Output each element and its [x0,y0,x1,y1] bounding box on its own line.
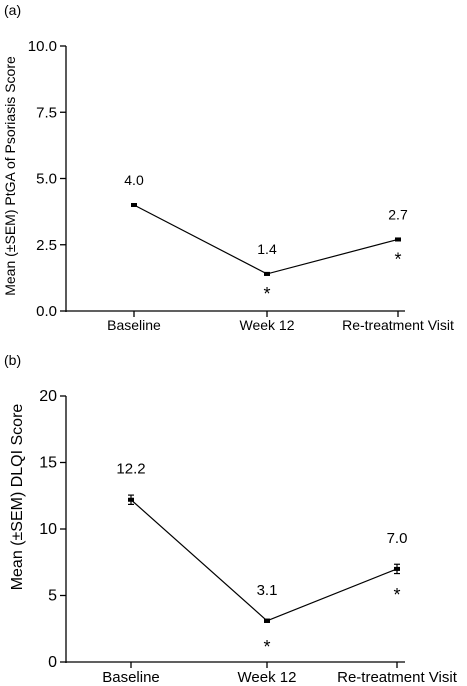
panel-b-dlqi-chart: (b) Mean (±SEM) DLQI Score 0 5 10 15 20 Base… [4,352,458,686]
panel-a-series: 4.0 1.4 * 2.7 * [124,172,408,304]
panel-b-y-tick-label: 15 [39,455,57,472]
panel-b-data-label: 3.1 [257,582,278,599]
panel-a-y-tick-label: 7.5 [36,104,57,121]
panel-a-x-tick-label: Week 12 [240,317,295,333]
panel-b-data-label: 7.0 [387,530,408,547]
panel-b-data-point [128,497,134,502]
panel-a-y-tick-label: 5.0 [36,171,57,188]
panel-b-significance-marker: * [263,637,270,657]
panel-a-data-label: 1.4 [257,241,277,257]
panel-a-label: (a) [4,2,21,18]
panel-b-data-label: 12.2 [116,461,145,478]
panel-b-series-line [130,499,398,622]
panel-a-significance-marker: * [394,249,401,269]
panel-b-y-ticks: 0 5 10 15 20 [39,388,66,671]
panel-b-data-point [394,566,400,571]
panel-b-y-tick-label: 0 [48,654,57,671]
panel-a-data-point [131,203,137,207]
panel-a-y-tick-label: 0.0 [36,303,57,320]
panel-b-data-point [264,618,270,623]
panel-a-data-label: 4.0 [124,172,144,188]
panel-a-y-tick-label: 2.5 [36,237,57,254]
panel-b-y-tick-label: 20 [39,388,57,405]
panel-b-x-tick-label: Week 12 [238,669,297,686]
panel-a-y-tick-label: 10.0 [28,38,57,55]
panel-a-y-ticks: 0.0 2.5 5.0 7.5 10.0 [28,38,66,320]
panel-b-label: (b) [4,352,21,368]
panel-a-x-ticks: Baseline Week 12 Re-treatment Visit [107,311,454,333]
panel-b-x-ticks: Baseline Week 12 Re-treatment Visit [102,662,458,686]
panel-a-significance-marker: * [263,284,270,304]
panel-b-y-tick-label: 10 [39,521,57,538]
panel-b-y-axis-label: Mean (±SEM) DLQI Score [9,404,26,591]
panel-b-series: 12.2 3.1 * 7.0 * [116,461,407,657]
panel-a-x-tick-label: Baseline [107,317,161,333]
panel-b-y-tick-label: 5 [48,588,57,605]
panel-a-x-tick-label: Re-treatment Visit [342,317,454,333]
panel-a-data-point [264,271,270,276]
panel-a-data-point [395,237,401,242]
panel-b-x-tick-label: Baseline [102,669,160,686]
panel-a-ptga-chart: (a) Mean (±SEM) PtGA of Psoriasis Score … [2,2,454,333]
panel-a-y-axis-label: Mean (±SEM) PtGA of Psoriasis Score [2,56,18,296]
panel-b-x-tick-label: Re-treatment Visit [337,669,458,686]
panel-a-data-label: 2.7 [388,206,408,222]
panel-a-series-line [133,204,399,275]
panel-b-significance-marker: * [393,585,400,605]
